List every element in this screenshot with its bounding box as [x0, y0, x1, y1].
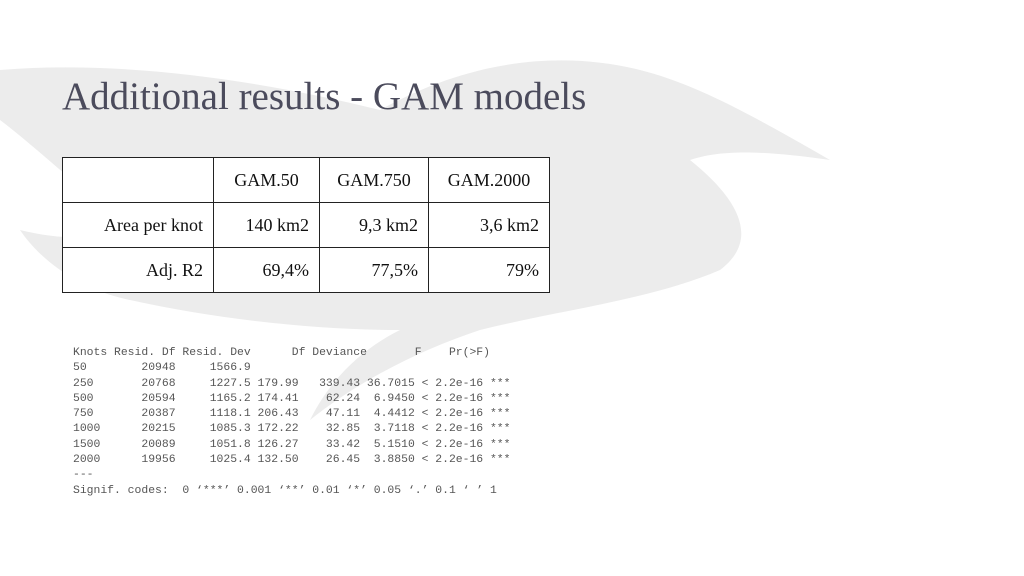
column-header: GAM.2000: [428, 157, 550, 203]
console-line: Knots Resid. Df Resid. Dev Df Deviance F…: [73, 347, 518, 359]
row-label: Adj. R2: [62, 247, 214, 293]
header-row: GAM.50 GAM.750 GAM.2000: [62, 157, 550, 203]
console-line: 1500 20089 1051.8 126.27 33.42 5.1510 < …: [73, 438, 511, 451]
console-line: 50 20948 1566.9: [73, 362, 525, 375]
cell: 69,4%: [213, 247, 320, 293]
slide-title: Additional results - GAM models: [62, 75, 587, 118]
table-row: Adj. R2 69,4% 77,5% 79%: [62, 247, 550, 293]
console-line: 250 20768 1227.5 179.99 339.43 36.7015 <…: [73, 377, 511, 390]
console-line: 1000 20215 1085.3 172.22 32.85 3.7118 < …: [73, 423, 511, 436]
cell: 9,3 km2: [319, 202, 429, 248]
console-line: 2000 19956 1025.4 132.50 26.45 3.8850 < …: [73, 454, 511, 467]
column-header: GAM.50: [213, 157, 320, 203]
console-output: Knots Resid. Df Resid. Dev Df Deviance F…: [73, 346, 524, 499]
cell: 77,5%: [319, 247, 429, 293]
console-line: 500 20594 1165.2 174.41 62.24 6.9450 < 2…: [73, 392, 511, 405]
cell: 3,6 km2: [428, 202, 550, 248]
cell: 140 km2: [213, 202, 320, 248]
console-line: Signif. codes: 0 ‘***’ 0.001 ‘**’ 0.01 ‘…: [73, 484, 497, 497]
table-row: Area per knot 140 km2 9,3 km2 3,6 km2: [62, 202, 550, 248]
column-header: GAM.750: [319, 157, 429, 203]
row-label: Area per knot: [62, 202, 214, 248]
console-line: ---: [73, 469, 94, 482]
results-table: GAM.50 GAM.750 GAM.2000 Area per knot 14…: [62, 157, 550, 293]
corner-cell: [62, 157, 214, 203]
cell: 79%: [428, 247, 550, 293]
console-line: 750 20387 1118.1 206.43 47.11 4.4412 < 2…: [73, 408, 511, 421]
